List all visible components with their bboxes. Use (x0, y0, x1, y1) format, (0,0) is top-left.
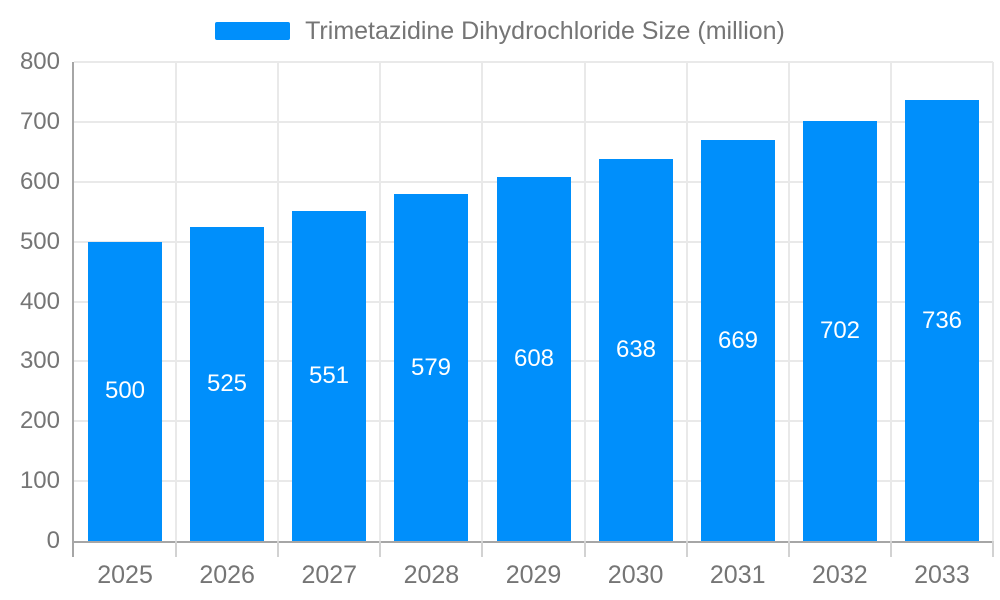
x-tick-label: 2028 (403, 561, 460, 589)
y-tick-label: 200 (19, 407, 60, 435)
bar-2025[interactable]: 500 (88, 242, 162, 541)
y-tick-label: 800 (19, 48, 60, 75)
x-axis-tick (890, 541, 892, 557)
bar-2031[interactable]: 669 (701, 140, 775, 541)
x-tick-label: 2032 (812, 561, 868, 589)
gridline-vertical (379, 62, 381, 541)
bar-value-label: 669 (717, 327, 759, 354)
x-axis-tick (686, 541, 688, 557)
gridline-vertical (481, 62, 483, 541)
bar-2027[interactable]: 551 (292, 211, 366, 541)
x-axis-tick (175, 541, 177, 557)
gridline-horizontal (74, 120, 993, 123)
x-tick-label: 2030 (607, 561, 664, 589)
gridline-vertical (992, 62, 994, 541)
y-tick-label: 300 (19, 347, 60, 375)
x-tick-label: 2025 (97, 561, 153, 589)
x-tick-label: 2033 (914, 561, 970, 589)
x-axis-tick (379, 541, 381, 557)
x-axis-line (72, 541, 993, 543)
bar-2033[interactable]: 736 (905, 100, 979, 541)
x-tick-label: 2031 (709, 561, 766, 589)
bar-2026[interactable]: 525 (190, 227, 264, 541)
x-axis-tick (992, 541, 994, 557)
x-axis-tick (277, 541, 279, 557)
gridline-vertical (584, 62, 586, 541)
y-tick-label: 100 (19, 467, 60, 495)
bar-value-label: 608 (513, 345, 555, 372)
x-axis-tick (584, 541, 586, 557)
gridline-vertical (175, 62, 177, 541)
gridline-vertical (686, 62, 688, 541)
x-tick-label: 2027 (301, 561, 358, 589)
bar-value-label: 736 (921, 307, 963, 334)
bar-value-label: 579 (410, 354, 452, 381)
gridline-vertical (277, 62, 279, 541)
bar-value-label: 525 (206, 370, 248, 397)
legend-item[interactable]: Trimetazidine Dihydrochloride Size (mill… (0, 14, 1000, 48)
gridline-vertical (890, 62, 892, 541)
x-axis-tick (481, 541, 483, 557)
y-tick-label: 700 (19, 107, 60, 135)
plot-area: 500 525 551 579 608 638 669 702 736 (72, 61, 994, 557)
bar-2028[interactable]: 579 (394, 194, 468, 541)
y-tick-label: 400 (19, 287, 60, 315)
bar-2032[interactable]: 702 (803, 121, 877, 541)
bar-2029[interactable]: 608 (497, 177, 571, 541)
bar-2030[interactable]: 638 (599, 159, 673, 541)
x-axis-tick (788, 541, 790, 557)
bar-value-label: 551 (308, 362, 350, 389)
legend-label: Trimetazidine Dihydrochloride Size (mill… (305, 17, 785, 45)
bar-value-label: 702 (819, 317, 861, 344)
y-tick-label: 500 (19, 227, 60, 255)
x-tick-label: 2026 (199, 561, 255, 589)
bar-value-label: 500 (104, 377, 146, 404)
gridline-horizontal (74, 61, 993, 63)
legend-swatch-icon (215, 22, 291, 40)
gridline-vertical (788, 62, 790, 541)
x-tick-label: 2029 (505, 561, 562, 589)
y-axis-line (72, 62, 74, 557)
bar-value-label: 638 (615, 336, 657, 363)
y-tick-label: 600 (19, 167, 60, 195)
y-tick-label: 0 (46, 527, 60, 554)
